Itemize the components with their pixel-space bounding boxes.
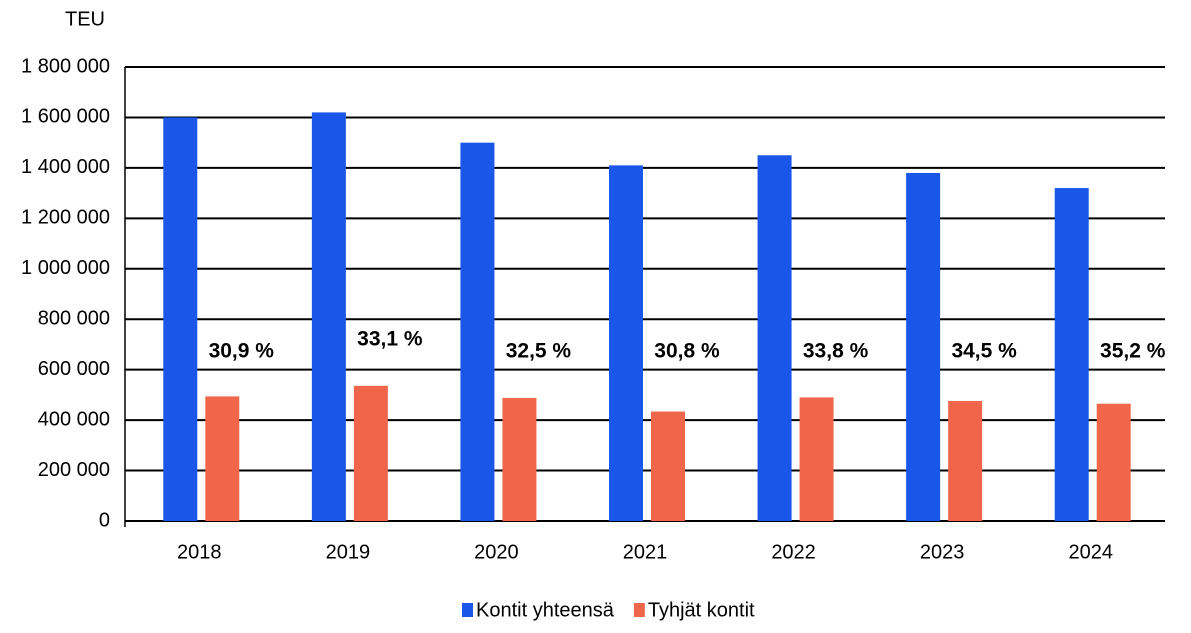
legend-label: Tyhjät kontit: [648, 599, 755, 621]
x-tick-label: 2019: [326, 541, 371, 563]
annotation: 30,8 %: [654, 340, 720, 363]
annotation: 35,2 %: [1100, 340, 1166, 363]
bar: [906, 172, 941, 521]
y-tick-label: 1 600 000: [21, 106, 110, 128]
legend-swatch: [462, 603, 473, 617]
bar: [163, 117, 198, 521]
annotation: 32,5 %: [506, 340, 572, 363]
annotation: 33,1 %: [357, 328, 423, 351]
y-tick-label: 800 000: [38, 308, 110, 330]
y-axis-label: TEU: [65, 8, 105, 30]
y-tick-label: 1 000 000: [21, 257, 110, 279]
annotation: 33,8 %: [803, 340, 869, 363]
y-tick-label: 1 200 000: [21, 207, 110, 229]
bar: [757, 155, 792, 521]
x-tick-label: 2023: [920, 541, 965, 563]
x-tick-label: 2021: [623, 541, 668, 563]
bar: [1096, 403, 1131, 521]
bar: [460, 142, 495, 521]
legend-label: Kontit yhteensä: [476, 599, 615, 621]
y-tick-label: 200 000: [38, 459, 110, 481]
y-tick-label: 400 000: [38, 408, 110, 430]
x-tick-label: 2020: [474, 541, 519, 563]
bar: [311, 112, 346, 522]
bar: [1054, 188, 1089, 522]
bar: [799, 397, 834, 521]
bar: [948, 400, 983, 521]
bar: [502, 397, 537, 521]
x-tick-label: 2018: [177, 541, 222, 563]
bar: [205, 396, 240, 521]
bar: [609, 165, 643, 521]
y-tick-label: 1 800 000: [21, 55, 110, 77]
bar: [353, 385, 388, 521]
bar: [651, 411, 685, 521]
x-tick-label: 2024: [1068, 541, 1113, 563]
legend-swatch: [633, 603, 645, 617]
y-tick-label: 0: [99, 509, 110, 531]
annotation: 34,5 %: [951, 340, 1017, 363]
x-tick-label: 2022: [771, 541, 816, 563]
annotation: 30,9 %: [209, 340, 275, 363]
y-tick-label: 1 400 000: [21, 156, 110, 178]
y-tick-label: 600 000: [38, 358, 110, 380]
